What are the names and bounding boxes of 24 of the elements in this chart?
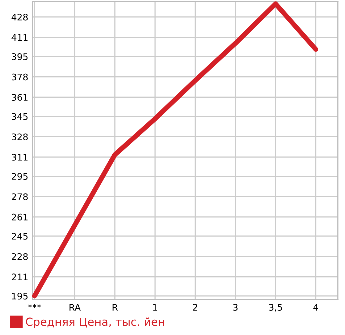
y-tick-label: 195 bbox=[12, 292, 28, 300]
x-tick-label: RA bbox=[70, 304, 81, 311]
x-tick-label: R bbox=[112, 304, 118, 311]
legend-label: Средняя Цена, тыс. йен bbox=[26, 318, 164, 328]
y-tick-label: 328 bbox=[12, 134, 28, 141]
x-tick-label: 4 bbox=[314, 304, 318, 311]
y-tick-label: 228 bbox=[12, 253, 28, 260]
y-tick-label: 311 bbox=[12, 154, 28, 161]
y-tick-label: 345 bbox=[12, 113, 28, 120]
x-tick-label: *** bbox=[28, 304, 42, 308]
y-tick-label: 378 bbox=[12, 74, 28, 81]
y-tick-label: 278 bbox=[12, 194, 28, 200]
x-tick-label: 3 bbox=[233, 304, 238, 311]
x-tick-label: 2 bbox=[193, 304, 198, 311]
y-tick-label: 211 bbox=[12, 274, 28, 281]
y-tick-label: 395 bbox=[12, 53, 28, 60]
y-tick-label: 261 bbox=[12, 214, 28, 221]
y-tick-label: 245 bbox=[12, 233, 28, 240]
y-tick-label: 295 bbox=[12, 173, 28, 180]
x-tick-label: 3,5 bbox=[269, 304, 282, 312]
y-tick-label: 361 bbox=[12, 94, 28, 102]
y-tick-label: 428 bbox=[12, 14, 28, 21]
y-tick-label: 411 bbox=[12, 34, 28, 42]
x-tick-label: 1 bbox=[153, 304, 158, 311]
